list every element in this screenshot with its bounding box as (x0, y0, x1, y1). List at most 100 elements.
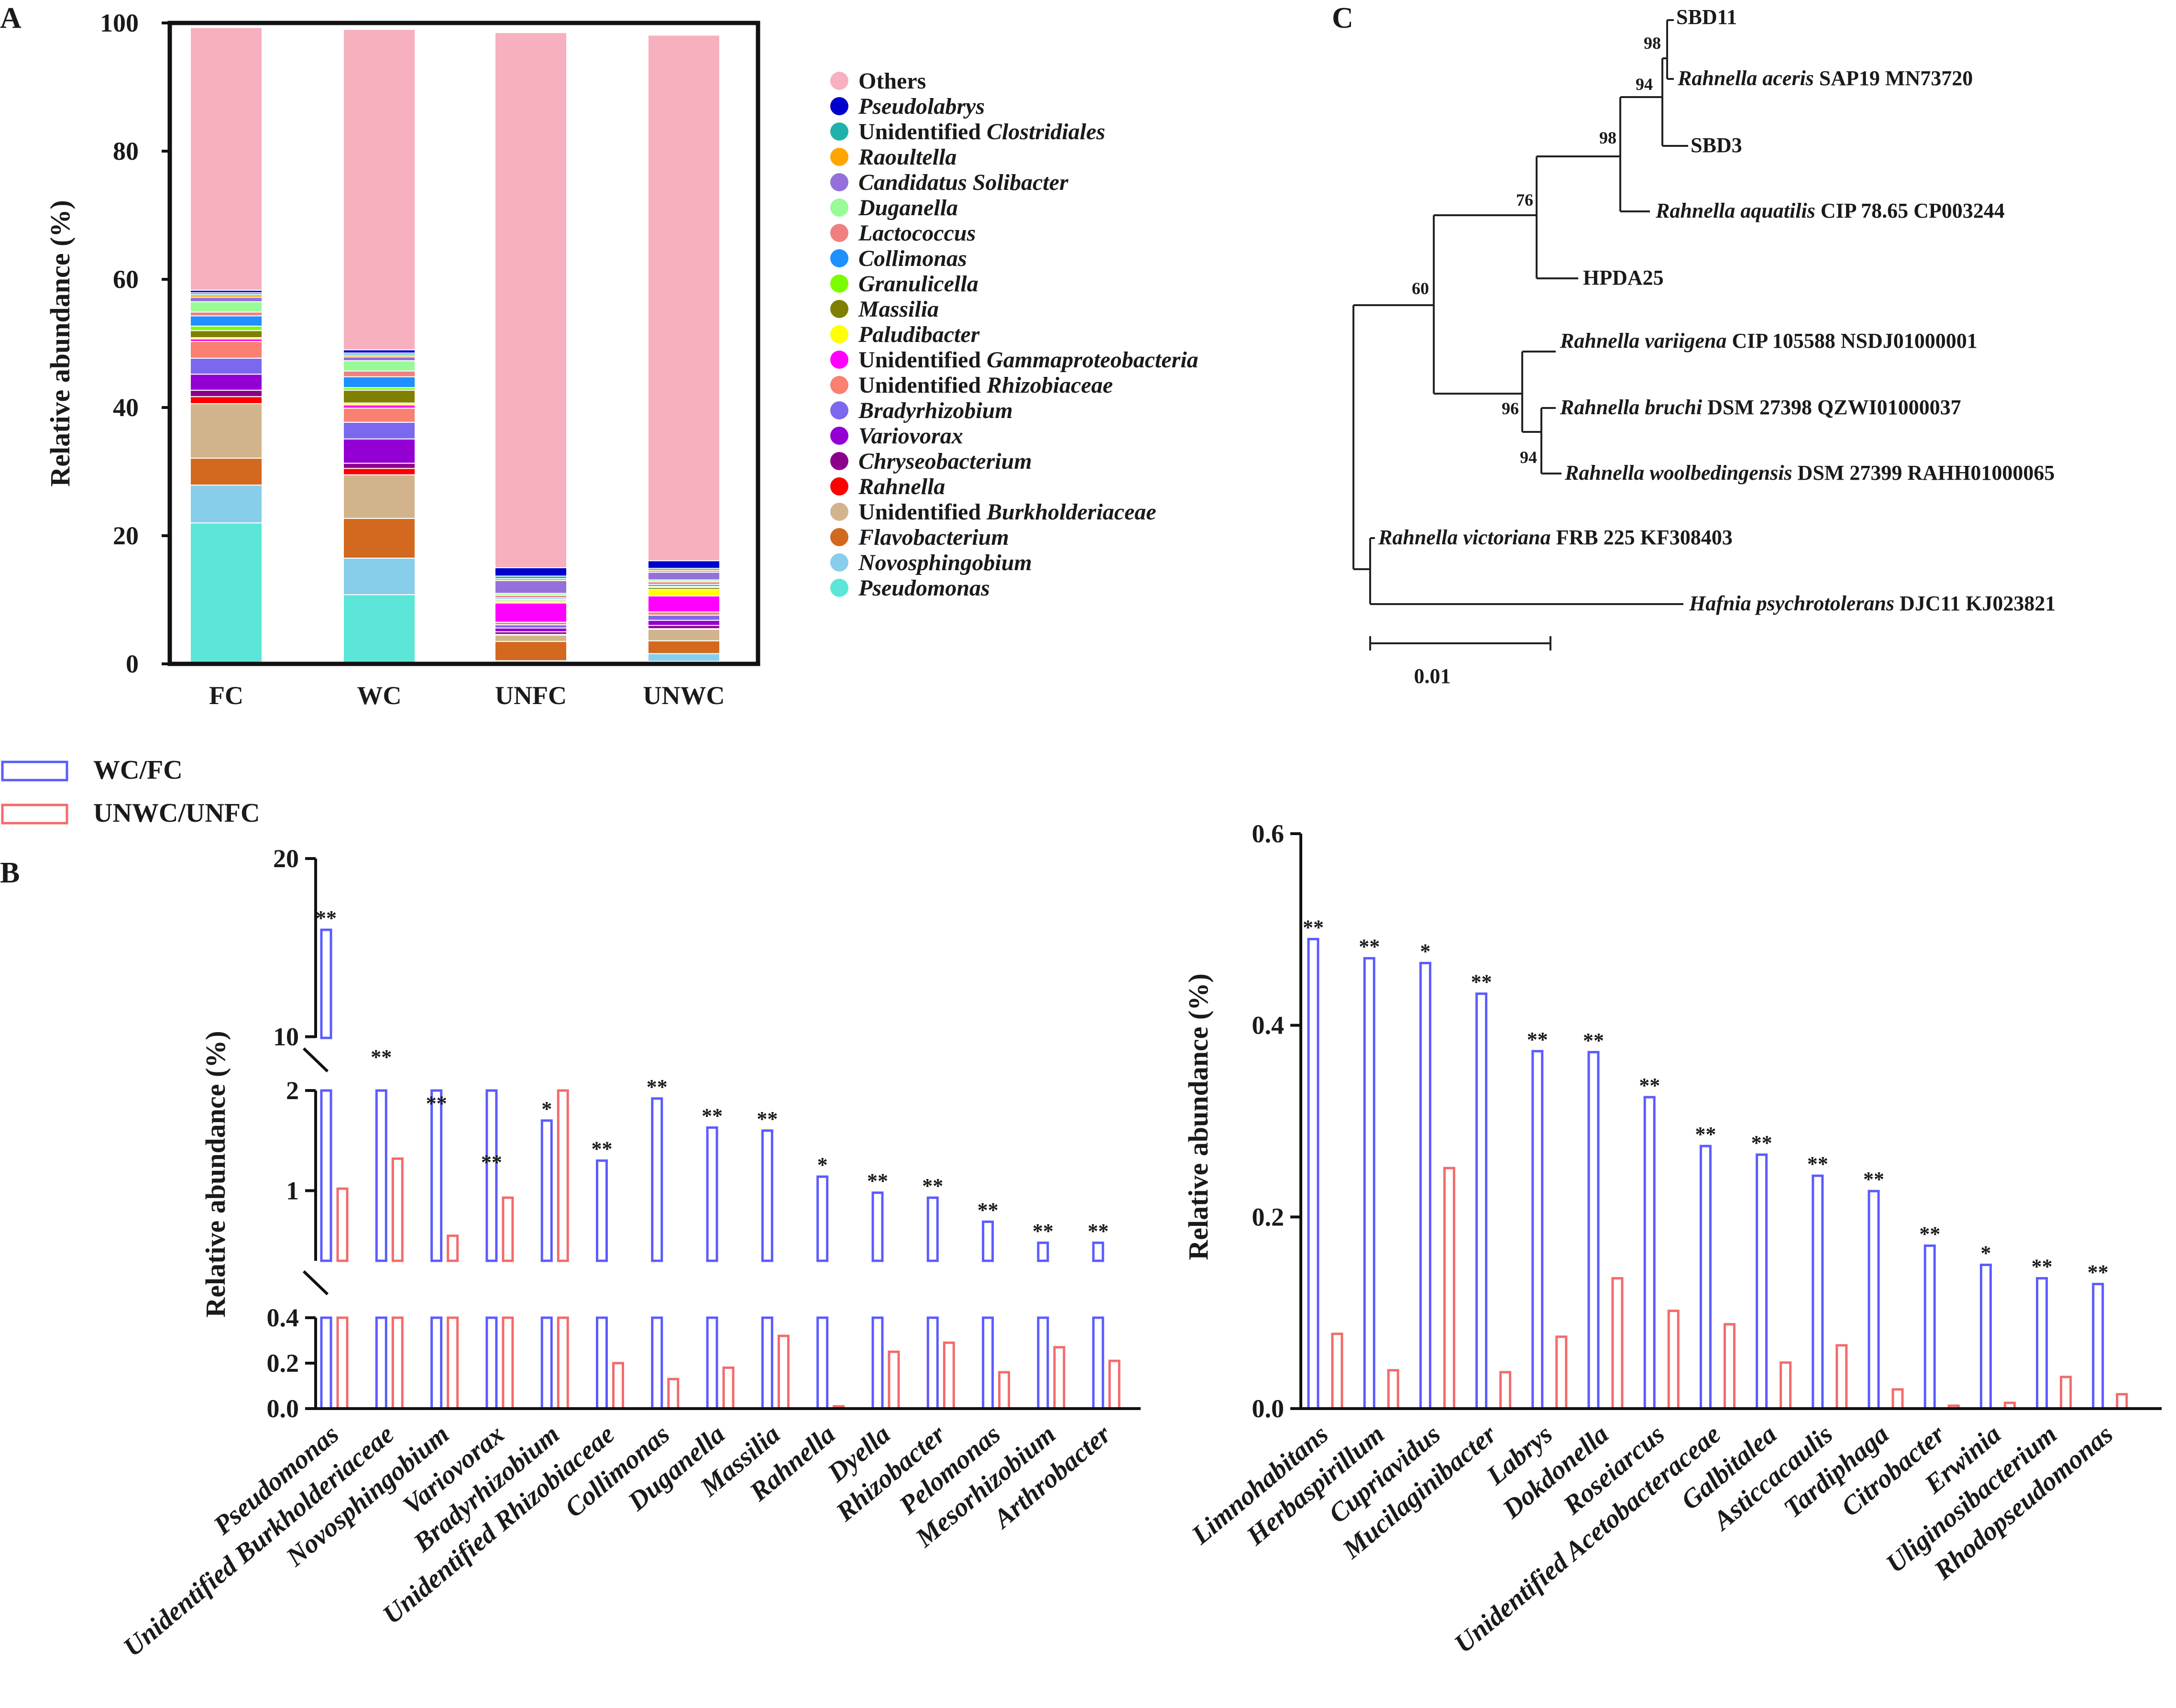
bar-segment-lactococcus (190, 311, 263, 317)
bar-segment-others (495, 32, 567, 569)
bar-segment-rahnella (343, 468, 416, 475)
bar-wc-fc (540, 1119, 553, 1262)
legend-label-part: Massilia (858, 297, 939, 322)
bar-unwc-unfc (391, 1157, 404, 1262)
bar-segment-unidentified-rhizobiaceae (343, 408, 416, 423)
bar-wc-fc (1307, 937, 1319, 1410)
bar-wc-fc (1699, 1145, 1712, 1410)
bootstrap-value: 98 (1644, 33, 1661, 53)
bar-wc-fc (816, 1175, 829, 1262)
bar-unwc-unfc (447, 1316, 459, 1410)
bar-wc-fc (596, 1316, 608, 1410)
bar-segment-bradyrhizobium (495, 624, 567, 628)
bar-wc-fc (485, 1089, 498, 1262)
bar-segment-chryseobacterium (343, 463, 416, 469)
bar-segment-novosphingobium (343, 557, 416, 595)
legend-swatch (830, 173, 848, 191)
x-category-label: Unidentified Burkholderiaceae (118, 1419, 399, 1662)
significance-mark: ** (1751, 1131, 1772, 1155)
significance-mark: ** (1303, 915, 1324, 939)
bar-wc-fc (761, 1316, 773, 1410)
bar-wc-fc (1092, 1316, 1104, 1410)
bar-wc-fc (1812, 1174, 1824, 1410)
legend-label-part: Pseudomonas (858, 575, 990, 601)
tree-labels: 98 94 98 76 60 96 94 0.01 SBD11 Rahnella … (1378, 5, 2055, 688)
tree-leaf-label: Rahnella bruchi DSM 27398 QZWI01000037 (1560, 396, 1961, 419)
stacked-bar-chart: 0 20 40 60 80 100 FC WC UNFC UNWC Relative abund… (44, 9, 1198, 710)
legend-label-part: Collimonas (858, 246, 967, 271)
significance-mark: ** (1583, 1029, 1604, 1052)
bar-wc-fc (1923, 1244, 1936, 1410)
bootstrap-value: 98 (1599, 128, 1616, 147)
y-tick-label: 20 (273, 844, 299, 873)
significance-mark: * (541, 1097, 552, 1121)
legend-label-part: Candidatus Solibacter (858, 170, 1069, 195)
legend-label-part: Gammaproteobacteria (987, 347, 1198, 373)
x-axis-ticks: FC WC UNFC UNWC (209, 681, 725, 710)
bar-wc-fc (1756, 1153, 1768, 1410)
legend-swatch (830, 452, 848, 470)
bar-unwc-unfc (1891, 1388, 1904, 1410)
significance-mark: * (1420, 939, 1430, 963)
legend-label-part: Unidentified (858, 499, 987, 525)
x-tick-label: UNFC (495, 681, 567, 710)
axes: 0.0 0.2 0.4 1 2 10 20 (267, 844, 1141, 1423)
tree-leaf-label-part: CIP 105588 NSDJ01000001 (1726, 329, 1977, 353)
y-tick-label: 0.6 (1252, 819, 1285, 848)
y-tick-label: 0.0 (267, 1394, 299, 1423)
legend-label: Rahnella (858, 474, 945, 499)
significance-mark: ** (1639, 1074, 1660, 1097)
tree-leaf-label: Rahnella variigena CIP 105588 NSDJ010000… (1560, 329, 1978, 353)
legend-swatch (830, 249, 848, 267)
bar-segment-unidentified-gammaproteobacteria (648, 595, 720, 613)
bars (1307, 937, 2128, 1410)
axis-break (302, 1047, 329, 1073)
tree-leaf-label-part: DSM 27398 QZWI01000037 (1702, 396, 1961, 419)
bar-wc-fc (1475, 992, 1488, 1410)
legend-swatch (830, 122, 848, 141)
x-tick-label: UNWC (643, 681, 725, 710)
bar-wc-fc (430, 1089, 443, 1262)
legend-label: Bradyrhizobium (858, 398, 1013, 423)
bar-segment-flavobacterium (190, 457, 263, 486)
legend-label-part: Variovorax (858, 423, 963, 449)
tree-leaf-label: HPDA25 (1583, 266, 1664, 289)
y-tick-label: 20 (113, 521, 139, 550)
significance-mark: ** (647, 1075, 668, 1099)
significance-marks: **************************** (316, 906, 1109, 1243)
significance-mark: ** (978, 1198, 999, 1222)
significance-mark: * (817, 1153, 828, 1177)
bar-segment-massilia (343, 389, 416, 404)
bar-unwc-unfc (447, 1234, 459, 1262)
significance-mark: ** (592, 1137, 613, 1161)
tree-leaf-label-part: Rahnella aceris (1677, 66, 1814, 90)
legend-label: Chryseobacterium (858, 449, 1032, 474)
legend-label-part: Lactococcus (858, 220, 976, 246)
legend-label: Unidentified Clostridiales (858, 119, 1105, 144)
bar-wc-fc (2092, 1283, 2104, 1410)
legend-swatch (830, 553, 848, 572)
y-tick-label: 0.4 (267, 1303, 299, 1332)
legend-label-part: Novosphingobium (858, 550, 1032, 575)
legend-label: Pseudolabrys (858, 94, 985, 119)
bar-unwc-unfc (557, 1316, 569, 1410)
phylogenetic-tree (1352, 19, 1688, 650)
bar-segment-pseudomonas (190, 522, 263, 664)
significance-mark: ** (1695, 1123, 1716, 1146)
bar-wc-fc (706, 1126, 718, 1262)
tree-leaf-label-part: Rahnella variigena (1560, 329, 1726, 353)
legend-label-part: Raoultella (858, 144, 956, 170)
bar-unwc-unfc (1499, 1371, 1512, 1410)
bar-wc-fc (375, 1316, 387, 1410)
y-tick-label: 0.4 (1252, 1011, 1285, 1040)
scale-bar-label: 0.01 (1414, 664, 1451, 688)
significance-mark: ** (1919, 1222, 1940, 1245)
tree-leaf-label: Rahnella woolbedingensis DSM 27399 RAHH0… (1564, 461, 2055, 485)
legend-label: Flavobacterium (858, 525, 1009, 550)
bar-wc-fc (1363, 957, 1375, 1410)
legend-label: Unidentified Burkholderiaceae (858, 499, 1156, 525)
tree-leaf-label-part: Rahnella victoriana (1378, 526, 1551, 549)
legend-label: Massilia (858, 297, 939, 322)
significance-mark: ** (1863, 1168, 1884, 1191)
